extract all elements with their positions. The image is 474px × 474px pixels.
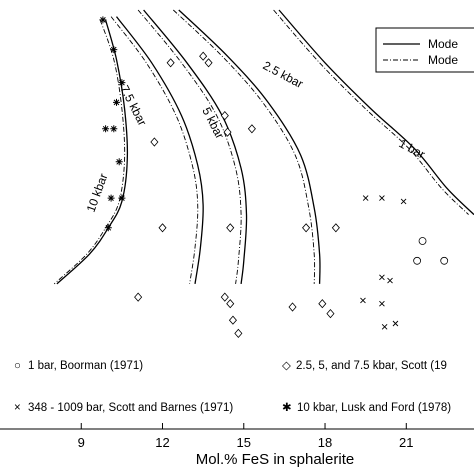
- x-tick-label-18: 18: [318, 435, 332, 450]
- curve-10-kbar-dashed: [53, 19, 126, 285]
- point-star-1: [110, 46, 118, 54]
- point-diamond-23: [234, 328, 243, 339]
- curve-2-5-kbar-dashed: [172, 9, 316, 284]
- footnote-marker-circle: ○: [14, 360, 21, 372]
- point-circle-40: [440, 256, 449, 265]
- point-diamond-16: [247, 124, 256, 134]
- point-star-0: [99, 16, 107, 24]
- legend-box: [375, 27, 474, 73]
- point-diamond-11: [199, 51, 208, 61]
- point-diamond-17: [158, 223, 167, 233]
- point-diamond-18: [226, 223, 235, 233]
- x-tick-label-12: 12: [155, 435, 169, 450]
- footnotes: ○ 1 bar, Boorman (1971) ◇ 2.5, 5, and 7.…: [14, 360, 451, 414]
- point-cross-37: [392, 320, 399, 327]
- legend-label-solid: Mode: [428, 37, 458, 51]
- point-diamond-14: [150, 137, 159, 147]
- footnote-scott: 2.5, 5, and 7.5 kbar, Scott (19: [296, 360, 447, 372]
- point-star-3: [113, 98, 120, 106]
- curves-layer: [53, 9, 474, 285]
- point-cross-35: [379, 300, 385, 307]
- curve-1-bar-dashed: [273, 9, 469, 215]
- curve-1-bar-solid: [278, 9, 474, 216]
- x-tick-label-21: 21: [399, 435, 413, 450]
- x-ticks: 9 12 15 18 21: [78, 423, 414, 450]
- footnote-boorman: 1 bar, Boorman (1971): [28, 360, 143, 372]
- point-cross-30: [379, 195, 385, 201]
- curve-7-5-kbar-solid: [115, 16, 204, 284]
- point-diamond-24: [302, 223, 311, 233]
- point-diamond-13: [220, 110, 229, 121]
- point-diamond-27: [318, 299, 327, 309]
- point-star-9: [104, 224, 112, 232]
- point-diamond-25: [331, 223, 340, 233]
- point-diamond-28: [326, 308, 335, 319]
- legend-label-dashed: Mode: [428, 53, 458, 67]
- point-diamond-12: [204, 58, 213, 68]
- x-axis: 9 12 15 18 21 Mol.% FeS in sphalerite: [0, 423, 474, 468]
- x-tick-label-15: 15: [237, 435, 251, 450]
- point-circle-39: [413, 256, 422, 265]
- point-diamond-19: [134, 292, 143, 302]
- footnote-marker-star: ✱: [282, 402, 292, 414]
- point-cross-29: [362, 195, 369, 201]
- point-star-6: [115, 158, 123, 166]
- footnote-lusk-ford: 10 kbar, Lusk and Ford (1978): [297, 402, 451, 414]
- point-diamond-26: [288, 302, 297, 312]
- point-star-4: [102, 125, 110, 133]
- point-star-7: [118, 194, 126, 202]
- curve-5-kbar-dashed: [137, 9, 242, 284]
- point-star-5: [110, 125, 118, 133]
- point-diamond-20: [220, 292, 229, 302]
- point-diamond-21: [226, 299, 235, 309]
- curve-10-kbar-solid: [56, 19, 129, 285]
- curve-7-5-kbar-dashed: [110, 16, 199, 284]
- point-cross-34: [360, 297, 366, 304]
- footnote-marker-diamond: ◇: [282, 360, 292, 372]
- point-diamond-10: [166, 58, 175, 68]
- x-tick-label-9: 9: [78, 435, 85, 450]
- footnote-marker-cross: ×: [14, 402, 21, 414]
- curve-5-kbar-solid: [143, 9, 248, 284]
- points-layer: [99, 16, 449, 339]
- point-star-2: [118, 79, 126, 87]
- point-diamond-15: [223, 127, 232, 137]
- point-star-8: [107, 194, 115, 202]
- point-diamond-22: [228, 315, 237, 325]
- footnote-scott-barnes: 348 - 1009 bar, Scott and Barnes (1971): [28, 402, 233, 414]
- curve-2-5-kbar-solid: [178, 9, 321, 284]
- point-cross-36: [381, 323, 388, 330]
- legend: Mode Mode: [375, 27, 474, 73]
- point-circle-38: [418, 237, 427, 245]
- x-axis-label: Mol.% FeS in sphalerite: [196, 451, 354, 468]
- point-cross-33: [387, 277, 393, 284]
- point-cross-32: [379, 274, 385, 281]
- point-cross-31: [400, 198, 407, 205]
